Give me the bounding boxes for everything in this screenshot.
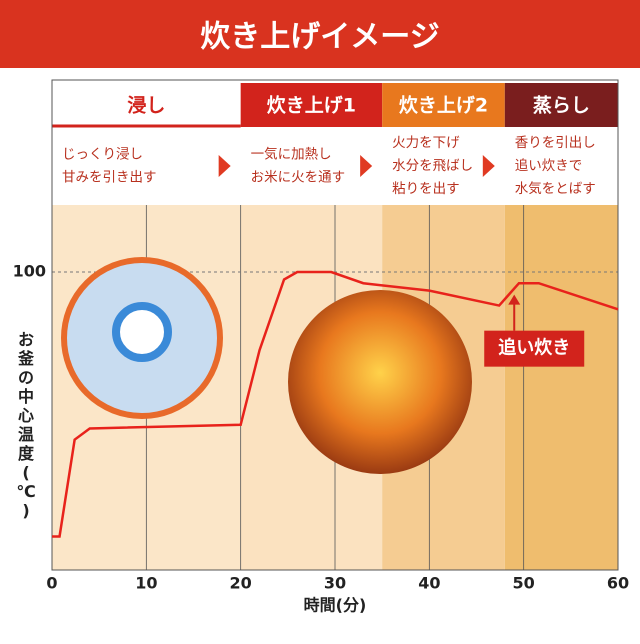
- stage-description: 粘りを出す: [392, 181, 460, 197]
- stage-band: [504, 205, 618, 570]
- boil-illustration: [288, 290, 472, 474]
- stage-description: お米に火を通す: [251, 170, 346, 186]
- x-tick-label: 10: [135, 574, 157, 593]
- stage-description: じっくり浸し: [62, 147, 143, 163]
- y-tick-label: 100: [13, 262, 46, 281]
- chart-title: 炊き上げイメージ: [200, 20, 439, 55]
- stage-arrow: [482, 155, 495, 177]
- stage-name: 炊き上げ1: [267, 94, 356, 117]
- frame: [51, 79, 619, 571]
- stage-header: [382, 83, 505, 127]
- x-tick-label: 60: [607, 574, 629, 593]
- stage-name: 炊き上げ2: [399, 94, 488, 117]
- annotation-arrowhead: [508, 294, 521, 305]
- x-tick-label: 40: [418, 574, 440, 593]
- stage-header: [240, 83, 383, 127]
- stage-description: 火力を下げ: [392, 135, 460, 151]
- x-tick-label: 50: [513, 574, 535, 593]
- soak-grain: [112, 302, 172, 362]
- annotation-text: 追い炊き: [498, 337, 570, 359]
- banner: [0, 0, 640, 68]
- x-tick-label: 30: [324, 574, 346, 593]
- stage-header: [52, 83, 241, 127]
- x-axis-label: 時間(分): [304, 596, 367, 615]
- x-tick-label: 0: [46, 574, 57, 593]
- stage-name: 浸し: [127, 95, 165, 117]
- stage-description: 追い炊きで: [515, 158, 583, 174]
- stage-description: 甘みを引き出す: [62, 170, 157, 186]
- stage-header: [504, 83, 618, 127]
- y-axis-label: お釜の中心温度(℃): [16, 330, 35, 520]
- annotation-box: [484, 330, 585, 367]
- stage-arrow: [218, 155, 231, 177]
- stage-description: 水気をとばす: [515, 181, 596, 197]
- temperature-line: [52, 270, 619, 538]
- x-tick-label: 20: [230, 574, 252, 593]
- stage-arrow: [360, 155, 373, 177]
- stage-description: 水分を飛ばし: [392, 158, 473, 174]
- stage-description: 香りを引出し: [515, 135, 596, 151]
- stage-description: 一気に加熱し: [251, 147, 332, 163]
- stage-name: 蒸らし: [533, 94, 590, 117]
